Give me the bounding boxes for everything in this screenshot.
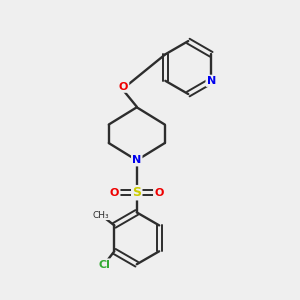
Text: O: O (110, 188, 119, 198)
Text: O: O (154, 188, 164, 198)
Text: O: O (119, 82, 128, 92)
Text: N: N (207, 76, 216, 86)
Text: N: N (132, 155, 141, 165)
Text: CH₃: CH₃ (93, 211, 110, 220)
Text: Cl: Cl (98, 260, 110, 269)
Text: S: S (132, 186, 141, 199)
